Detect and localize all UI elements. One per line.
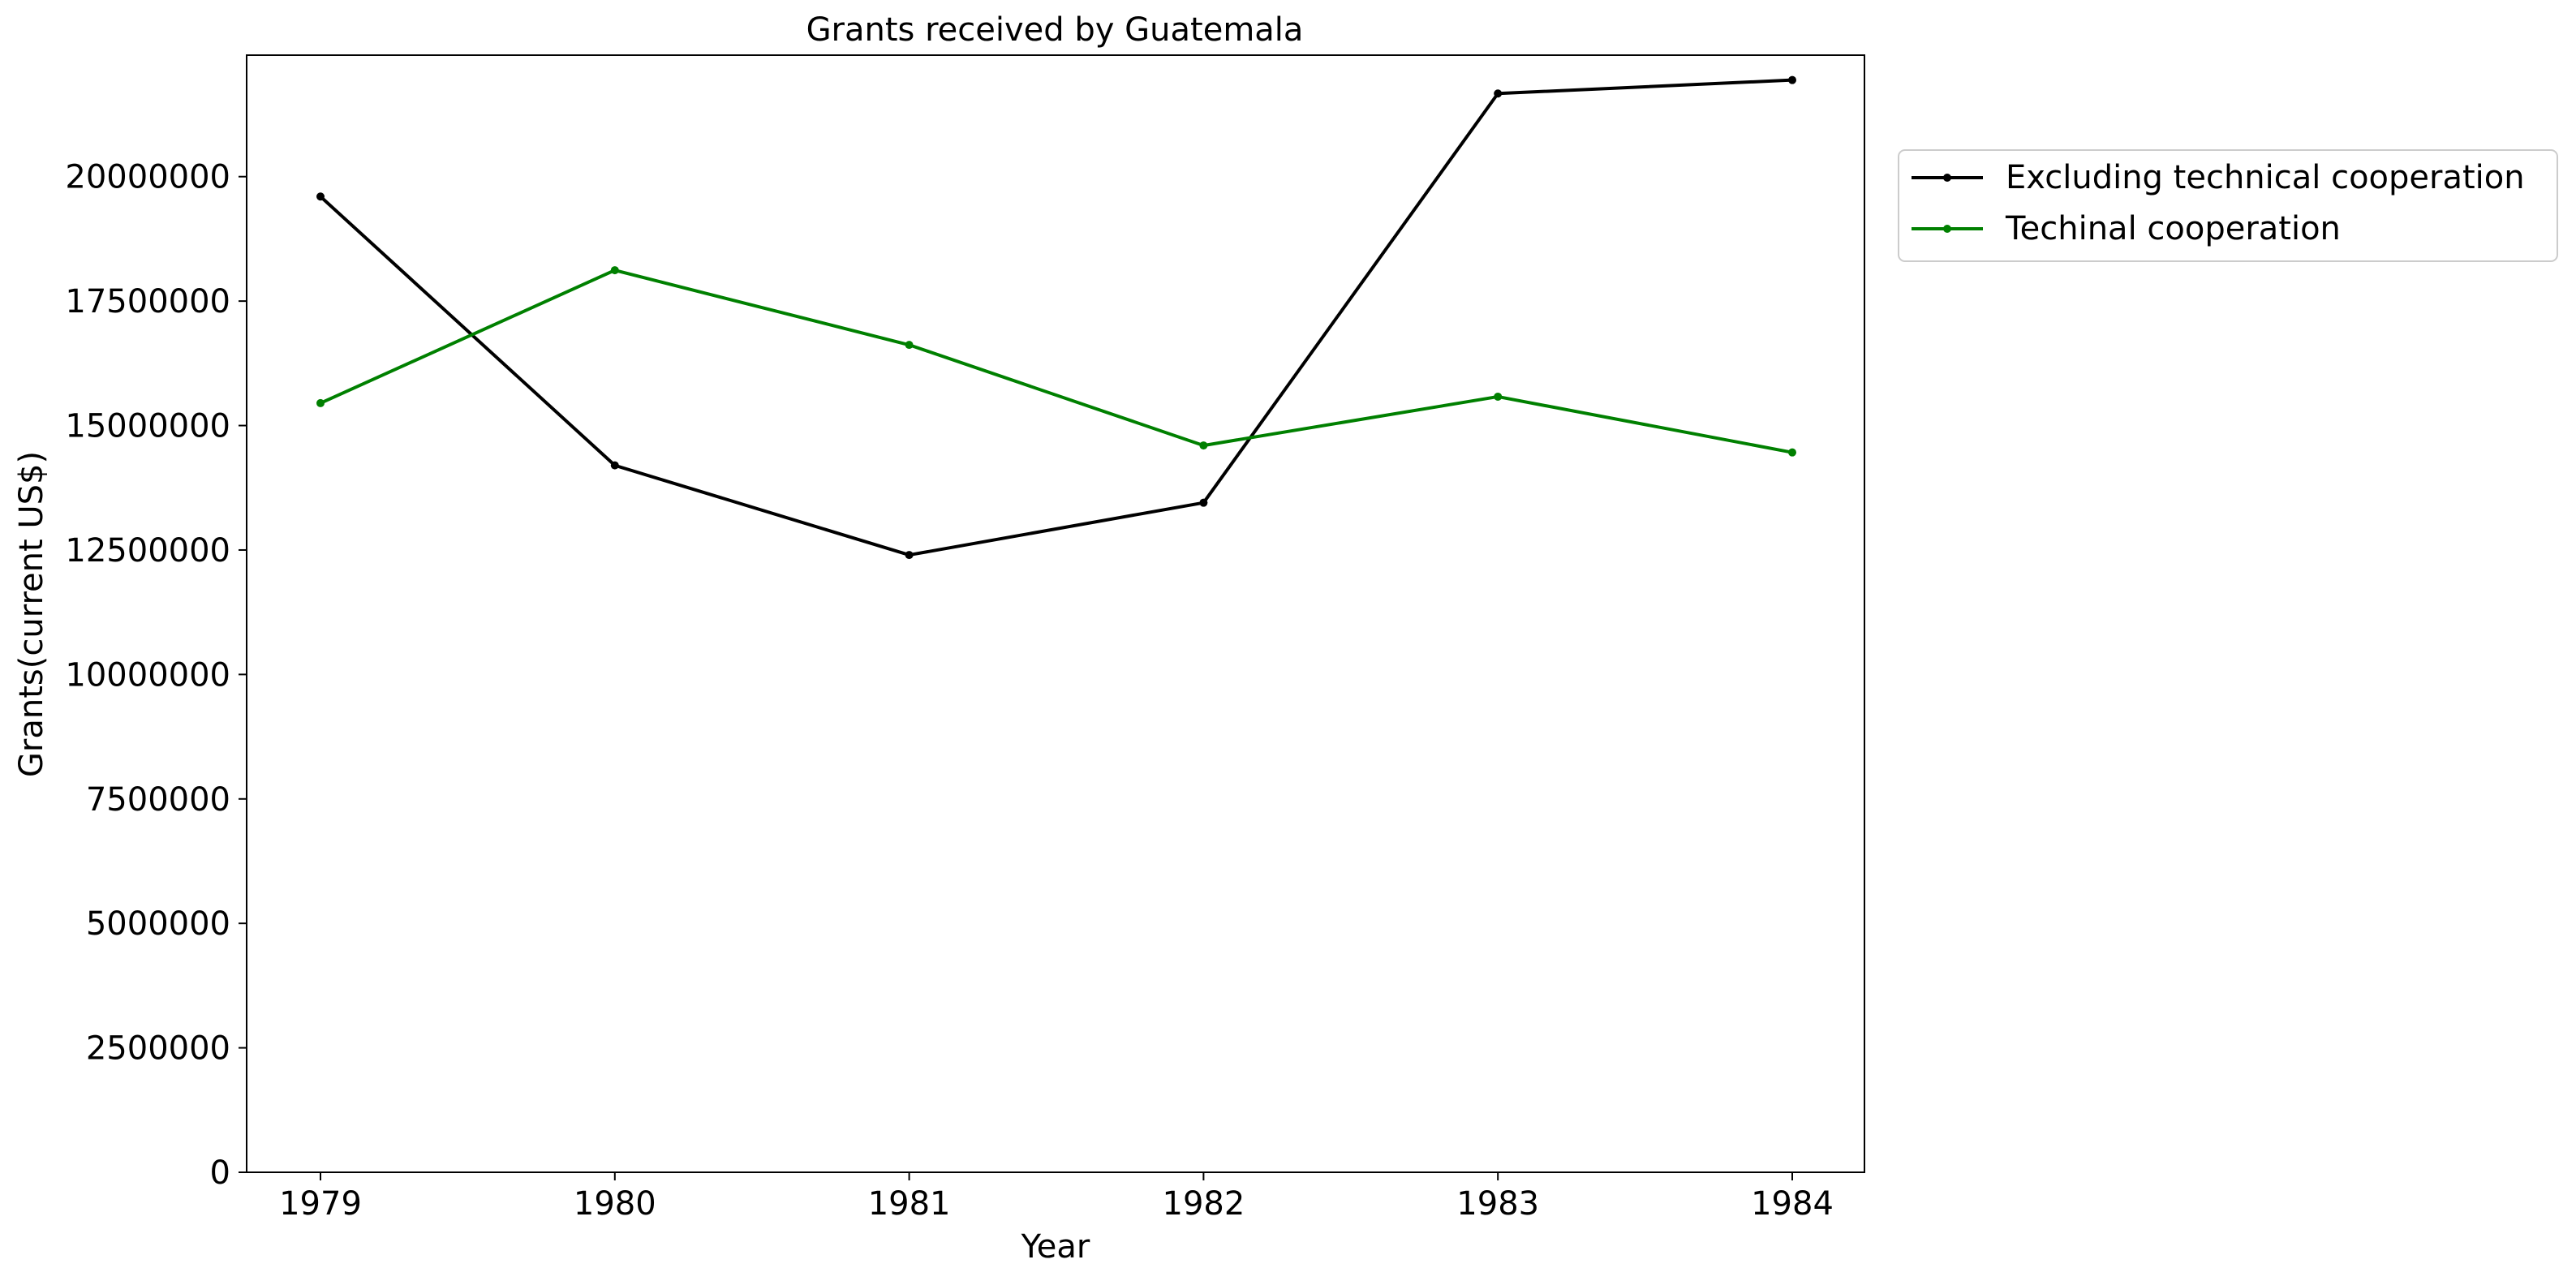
legend-label-excluding-technical-cooperation: Excluding technical cooperation [2006,159,2525,196]
data-point-excluding-technical-cooperation [1199,498,1208,507]
series-layer [316,75,1796,560]
y-tick-label: 2500000 [86,1030,230,1068]
data-point-excluding-technical-cooperation [905,551,914,560]
data-point-excluding-technical-cooperation [316,192,325,201]
data-point-techinal-cooperation [610,266,619,275]
chart-title: Grants received by Guatemala [806,11,1304,49]
x-axis-label: Year [1021,1228,1090,1266]
y-tick-label: 12500000 [65,532,230,570]
series-line-techinal-cooperation [320,269,1793,454]
x-tick-label: 1984 [1751,1185,1834,1223]
x-tick-label: 1981 [868,1185,951,1223]
y-tick-label: 0 [210,1154,230,1192]
data-point-techinal-cooperation [1788,448,1796,457]
data-point-excluding-technical-cooperation [1494,89,1503,98]
y-tick-label: 10000000 [65,656,230,694]
series-line-excluding-technical-cooperation [319,78,1793,557]
legend-label-techinal-cooperation: Techinal cooperation [2005,210,2341,247]
plot-area-frame [246,54,1865,1173]
y-tick-label: 17500000 [65,283,230,320]
y-axis-ticks: 0 2500000 5000000 7500000 10000000 12500000 15… [65,159,247,1192]
data-point-techinal-cooperation [316,398,325,407]
x-tick-label: 1980 [574,1185,656,1223]
data-point-techinal-cooperation [905,341,914,350]
legend-marker-techinal-cooperation [1943,225,1951,233]
data-point-techinal-cooperation [1494,392,1503,401]
y-tick-label: 5000000 [86,905,230,943]
x-tick-label: 1979 [279,1185,362,1223]
data-point-techinal-cooperation [1199,441,1208,450]
y-tick-label: 7500000 [86,781,230,819]
legend-frame [1898,149,2558,262]
data-point-excluding-technical-cooperation [610,461,619,470]
x-axis-ticks: 1979 1980 1981 1982 1983 1984 [279,1172,1834,1223]
x-tick-label: 1983 [1456,1185,1539,1223]
y-tick-label: 15000000 [65,408,230,445]
y-axis-label: Grants(current US$) [13,451,50,777]
data-point-excluding-technical-cooperation [1788,75,1796,84]
y-tick-label: 20000000 [65,159,230,196]
legend-marker-excluding-technical-cooperation [1943,174,1951,182]
legend: Excluding technical cooperation Techinal… [1898,149,2558,262]
x-tick-label: 1982 [1163,1185,1245,1223]
